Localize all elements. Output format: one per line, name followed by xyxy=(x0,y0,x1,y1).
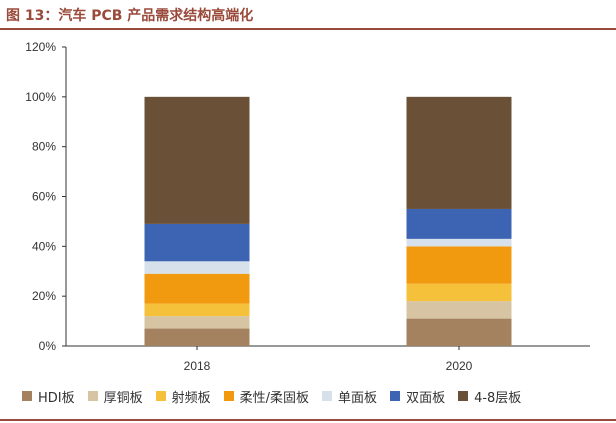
title-bar: 图 13：汽车 PCB 产品需求结构高端化 xyxy=(0,0,616,30)
chart-legend: HDI板 厚铜板 射频板 柔性/柔固板 单面板 双面板 4-8层板 xyxy=(22,386,582,406)
y-tick-label: 60% xyxy=(32,190,56,204)
legend-item: 4-8层板 xyxy=(458,387,521,406)
legend-label: 双面板 xyxy=(406,390,446,406)
bar-segment xyxy=(406,301,512,319)
bar-segment xyxy=(144,303,250,317)
legend-label: 厚铜板 xyxy=(103,390,143,406)
legend-swatch xyxy=(155,391,166,401)
legend-item: 单面板 xyxy=(322,387,377,406)
chart-title: 图 13：汽车 PCB 产品需求结构高端化 xyxy=(6,8,254,24)
stacked-bar-chart: 0% 20% 40% 60% 80% 100% 120% 2018 2020 xyxy=(25,40,590,373)
legend-label: 射频板 xyxy=(171,390,211,406)
title-underline xyxy=(0,28,616,30)
bar-segment xyxy=(406,283,512,302)
y-tick-label: 120% xyxy=(25,40,56,54)
bar-segment xyxy=(144,223,250,262)
bar-segment xyxy=(144,261,250,274)
legend-swatch xyxy=(390,391,401,401)
legend-label: 柔性/柔固板 xyxy=(239,390,310,406)
x-tick-label: 2018 xyxy=(184,359,211,373)
legend-swatch xyxy=(223,391,234,401)
bar-segment xyxy=(406,246,512,284)
legend-swatch xyxy=(458,391,469,401)
legend-swatch xyxy=(322,391,333,401)
legend-item: 厚铜板 xyxy=(87,387,143,406)
x-tick-label: 2020 xyxy=(446,359,473,373)
bar-segment xyxy=(406,318,512,346)
y-tick-label: 20% xyxy=(32,289,56,303)
legend-item: HDI板 xyxy=(22,387,75,406)
bar-segment xyxy=(144,273,250,304)
bar-segment xyxy=(406,96,512,209)
legend-item: 双面板 xyxy=(390,387,445,406)
legend-swatch xyxy=(87,391,98,401)
legend-label: 4-8层板 xyxy=(474,390,522,406)
bottom-rule xyxy=(0,419,616,421)
y-tick-label: 80% xyxy=(32,140,56,154)
legend-item: 射频板 xyxy=(155,387,211,406)
y-tick-label: 40% xyxy=(32,239,56,253)
legend-item: 柔性/柔固板 xyxy=(223,387,310,406)
bar-segment xyxy=(406,208,512,239)
legend-label: HDI板 xyxy=(38,390,75,406)
y-tick-label: 0% xyxy=(39,339,57,353)
y-tick-label: 100% xyxy=(25,90,56,104)
bar-segment xyxy=(144,316,250,329)
legend-swatch xyxy=(22,391,32,401)
bar-segment xyxy=(144,328,250,346)
bar-segment xyxy=(406,238,512,247)
bar-segment xyxy=(144,96,250,224)
legend-label: 单面板 xyxy=(338,390,378,406)
